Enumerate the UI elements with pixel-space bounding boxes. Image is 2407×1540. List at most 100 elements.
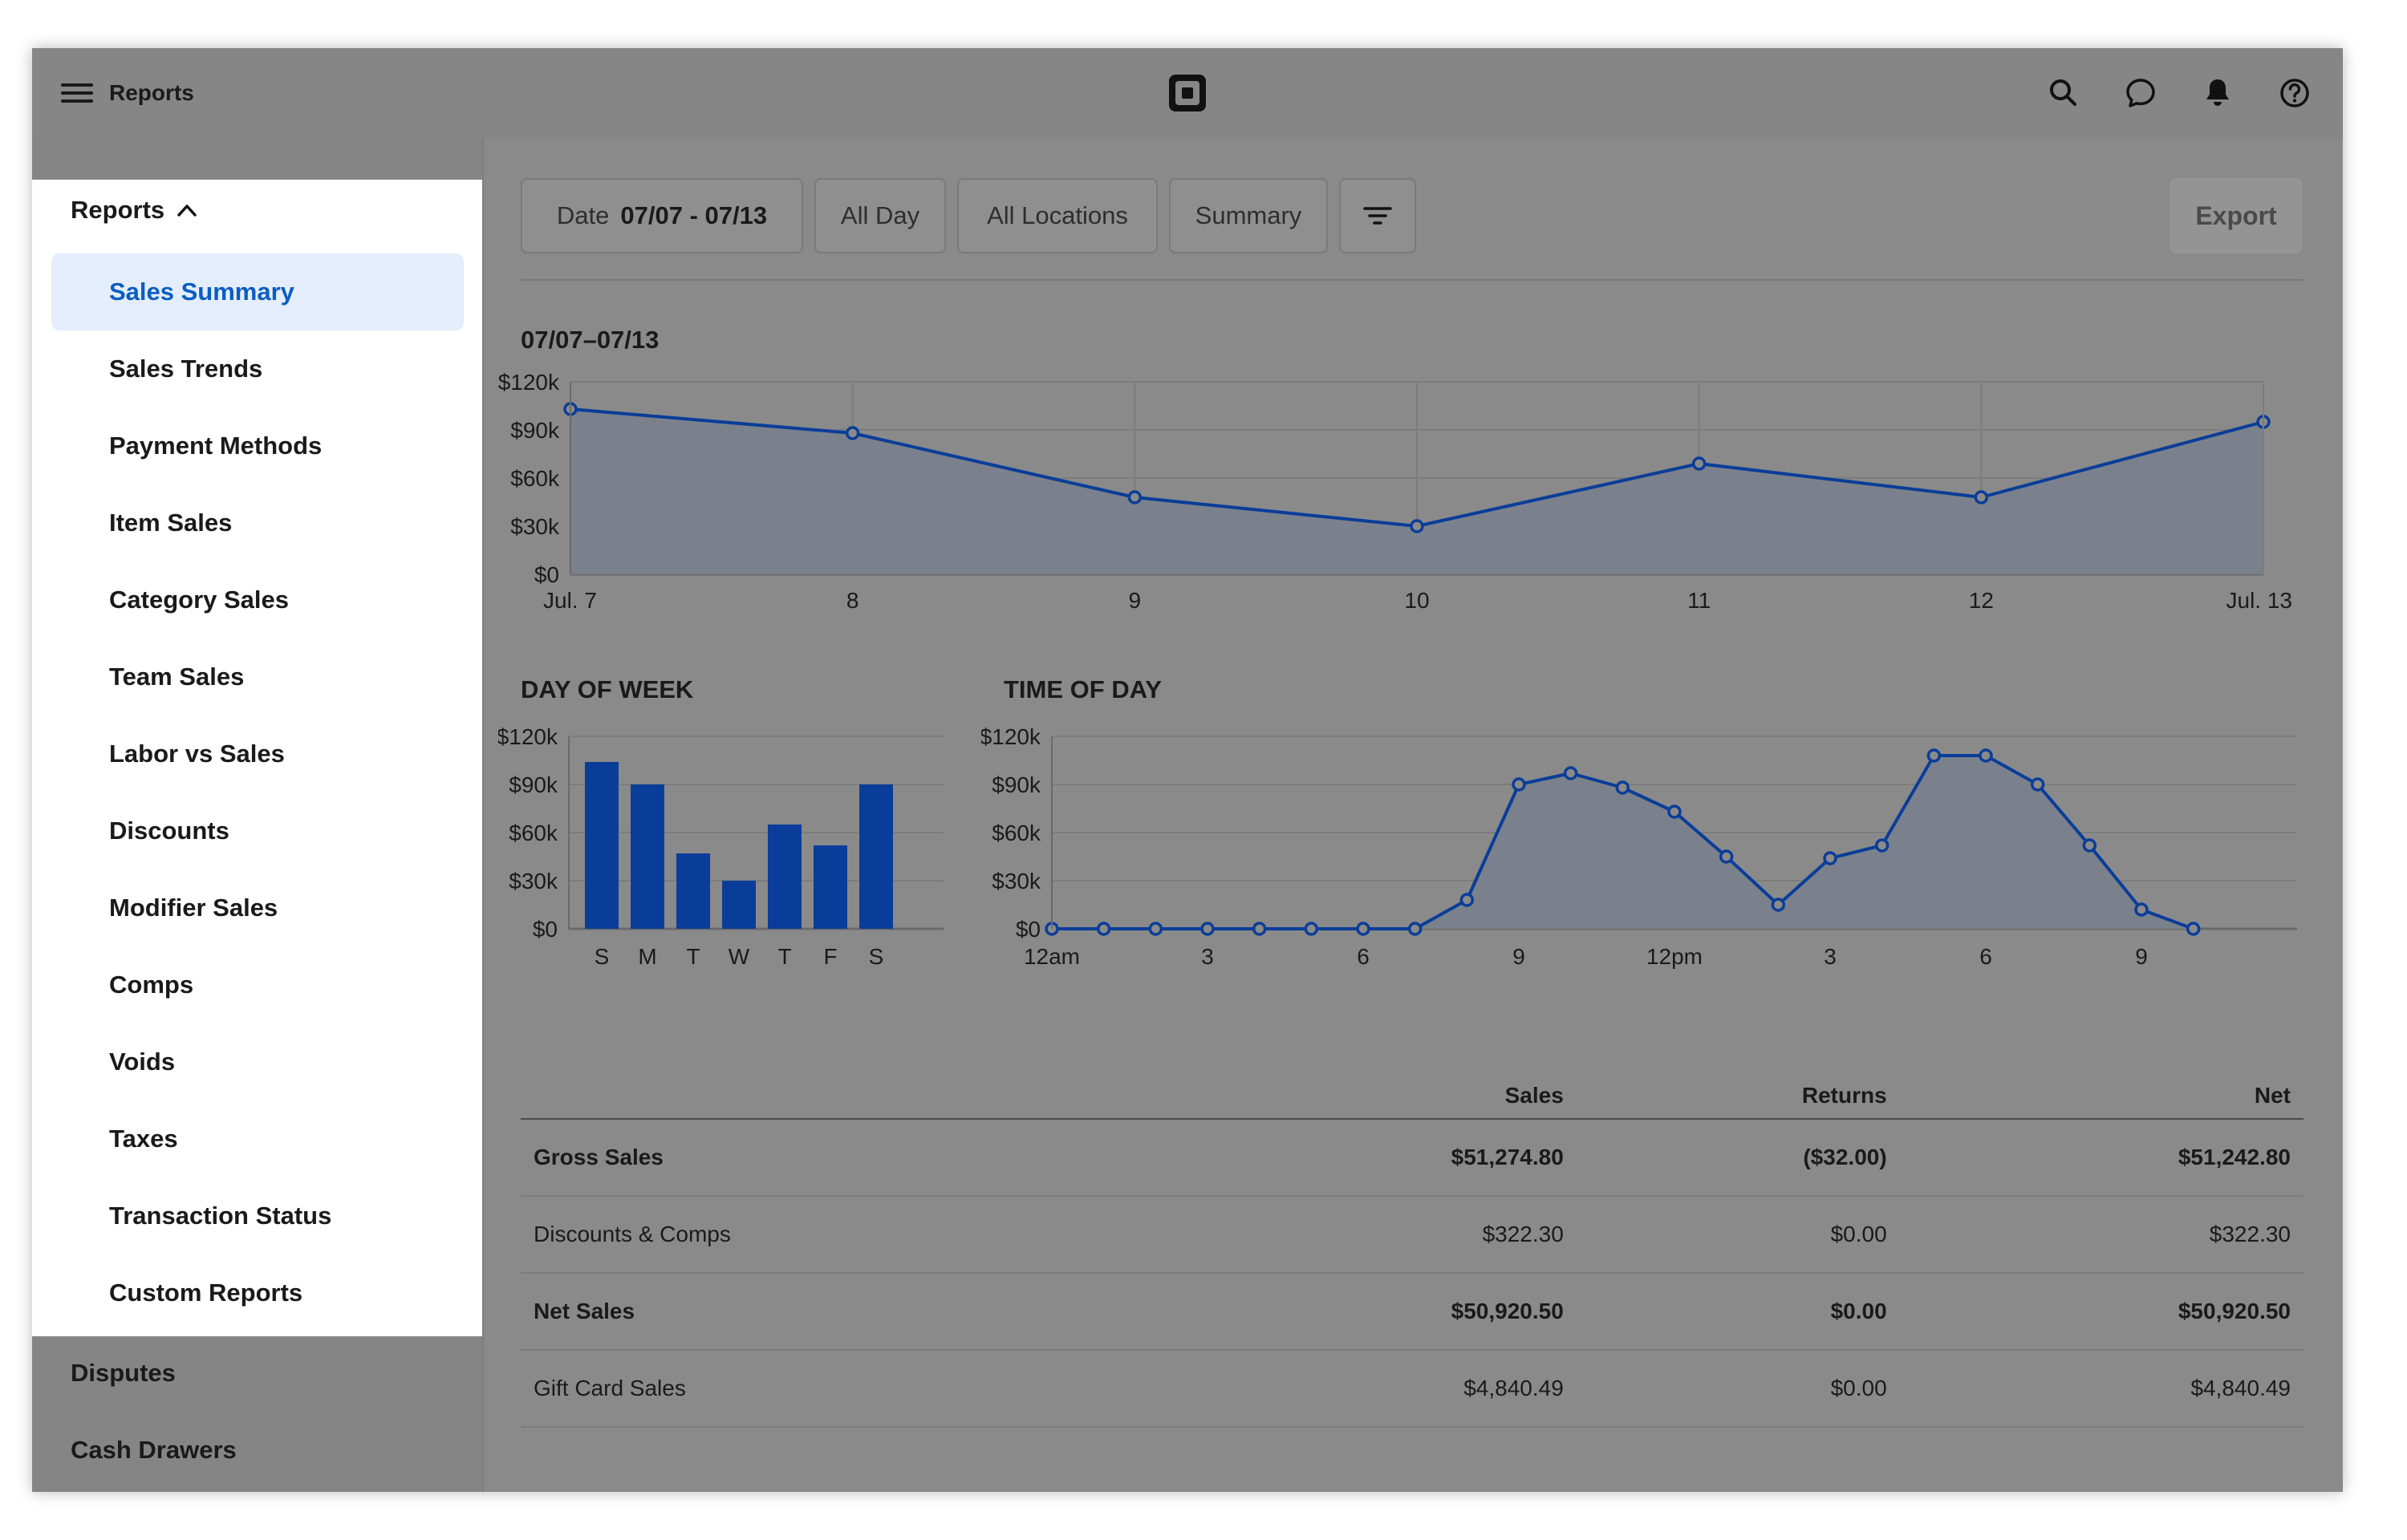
x-tick-label: M [638, 944, 656, 969]
data-point [1304, 922, 1319, 936]
sidebar-item-sales-trends[interactable]: Sales Trends [109, 355, 263, 383]
table-row-gift-card-sales[interactable]: Gift Card Sales $4,840.49 $0.00 $4,840.4… [521, 1350, 2303, 1428]
row-label: Discounts & Comps [521, 1196, 1173, 1274]
data-point [1563, 766, 1578, 780]
table-row-gross-sales[interactable]: Gross Sales $51,274.80 ($32.00) $51,242.… [521, 1119, 2303, 1197]
sidebar-item-comps[interactable]: Comps [109, 971, 194, 999]
row-net: $51,242.80 [1899, 1119, 2303, 1197]
date-filter-value: 07/07 - 07/13 [620, 201, 768, 229]
data-point [1407, 922, 1423, 936]
x-tick-label: 12am [1024, 944, 1080, 969]
chevron-up-icon [177, 205, 197, 217]
column-header-returns: Returns [1576, 1073, 1900, 1120]
series-area [1052, 756, 2194, 929]
sidebar: Reports Sales Summary Sales Trends Payme… [32, 138, 484, 1492]
chat-icon[interactable] [2121, 74, 2160, 112]
more-filters-button[interactable] [1339, 178, 1416, 253]
reports-group-toggle[interactable]: Reports [71, 196, 198, 225]
search-icon[interactable] [2044, 74, 2083, 112]
range-title: 07/07–07/13 [521, 326, 660, 354]
x-tick-label: 6 [1979, 944, 1992, 969]
data-point [1691, 456, 1707, 471]
locations-filter-button[interactable]: All Locations [957, 178, 1158, 253]
time-filter-button[interactable]: All Day [814, 178, 946, 253]
series-area [570, 409, 2263, 574]
day-of-week-title: DAY OF WEEK [521, 675, 694, 703]
sidebar-item-sales-summary[interactable]: Sales Summary [51, 253, 464, 330]
x-tick-label: 10 [1404, 588, 1429, 613]
table-row-net-sales[interactable]: Net Sales $50,920.50 $0.00 $50,920.50 [521, 1273, 2303, 1351]
row-net: $4,840.49 [1899, 1350, 2303, 1428]
reports-group-label: Reports [71, 196, 165, 224]
x-tick-label: 9 [1512, 944, 1525, 969]
row-returns: ($32.00) [1576, 1119, 1900, 1197]
filter-icon [1363, 207, 1392, 225]
bar [585, 762, 619, 929]
table-row-discounts-comps[interactable]: Discounts & Comps $322.30 $0.00 $322.30 [521, 1196, 2303, 1274]
y-tick-label: $90k [509, 772, 558, 797]
sidebar-item-item-sales[interactable]: Item Sales [109, 509, 233, 537]
x-tick-label: 8 [846, 588, 859, 613]
sidebar-item-discounts[interactable]: Discounts [109, 817, 229, 845]
sidebar-item-modifier-sales[interactable]: Modifier Sales [109, 894, 278, 922]
bar [768, 825, 802, 929]
sidebar-item-category-sales[interactable]: Category Sales [109, 586, 289, 614]
sidebar-item-cash-drawers[interactable]: Cash Drawers [71, 1436, 237, 1464]
view-filter-button[interactable]: Summary [1169, 178, 1328, 253]
row-sales: $4,840.49 [1172, 1350, 1577, 1428]
time-of-day-title: TIME OF DAY [1004, 675, 1162, 703]
sidebar-item-team-sales[interactable]: Team Sales [109, 663, 245, 691]
table-header-row: Sales Returns Net [521, 1073, 2303, 1120]
date-filter-button[interactable]: Date 07/07 - 07/13 [521, 178, 803, 253]
data-point [1127, 490, 1143, 505]
y-tick-label: $120k [498, 724, 558, 749]
x-tick-label: T [686, 944, 700, 969]
x-tick-label: F [823, 944, 837, 969]
bell-icon[interactable] [2198, 74, 2237, 112]
top-bar: Reports [32, 48, 2343, 138]
y-tick-label: $60k [510, 466, 560, 491]
data-point [1512, 777, 1526, 792]
x-tick-label: 6 [1357, 944, 1370, 969]
sidebar-item-transaction-status[interactable]: Transaction Status [109, 1202, 332, 1230]
data-point [1926, 748, 1942, 763]
data-point [2134, 902, 2149, 917]
data-point [2186, 922, 2201, 936]
x-tick-label: S [869, 944, 884, 969]
data-point [1874, 838, 1889, 853]
column-header-label [521, 1073, 1173, 1120]
row-label: Gross Sales [521, 1119, 1173, 1197]
page-title: Reports [109, 80, 194, 105]
square-logo-icon[interactable] [1167, 72, 1208, 114]
x-tick-label: Jul. 7 [543, 588, 597, 613]
hamburger-menu-icon[interactable] [61, 79, 93, 107]
x-tick-label: 12 [1969, 588, 1994, 613]
sidebar-item-taxes[interactable]: Taxes [109, 1125, 178, 1153]
row-sales: $50,920.50 [1172, 1273, 1577, 1351]
time-of-day-chart: $0 $30k $60k $90k $120k 12am 3 6 9 12pm 3 6 9 [981, 724, 2297, 969]
data-point [1252, 922, 1267, 936]
sidebar-item-disputes[interactable]: Disputes [71, 1359, 176, 1387]
help-icon[interactable] [2275, 74, 2314, 112]
sidebar-item-labor-vs-sales[interactable]: Labor vs Sales [109, 740, 285, 768]
data-point [1667, 804, 1682, 819]
export-button[interactable]: Export [2170, 178, 2303, 253]
date-filter-label: Date [556, 201, 610, 229]
x-tick-label: 11 [1687, 588, 1711, 613]
sidebar-item-custom-reports[interactable]: Custom Reports [109, 1279, 303, 1307]
data-point [1974, 490, 1989, 505]
row-label: Net Sales [521, 1273, 1173, 1351]
column-header-sales: Sales [1172, 1073, 1577, 1120]
row-returns: $0.00 [1576, 1273, 1900, 1351]
x-tick-label: 9 [2135, 944, 2148, 969]
column-header-net: Net [1899, 1073, 2303, 1120]
bar [814, 845, 847, 929]
sidebar-item-voids[interactable]: Voids [109, 1048, 176, 1076]
row-returns: $0.00 [1576, 1350, 1900, 1428]
data-point [1356, 922, 1370, 936]
sidebar-item-payment-methods[interactable]: Payment Methods [109, 432, 323, 460]
data-point [1200, 922, 1215, 936]
weekly-sales-chart: $0 $30k $60k $90k $120k Jul. 7 8 9 10 11 12 Jul. 13 [498, 370, 2292, 613]
data-point [1459, 893, 1475, 907]
x-tick-label: 12pm [1646, 944, 1703, 969]
